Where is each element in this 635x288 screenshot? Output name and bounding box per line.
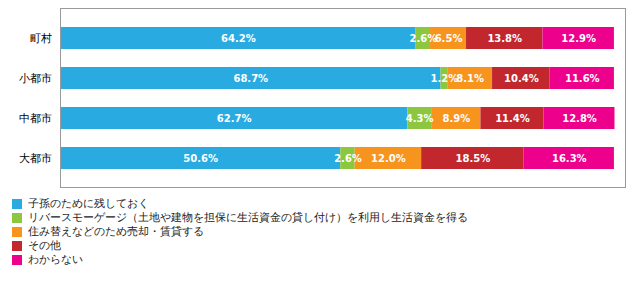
svg-text:18.5%: 18.5% [456, 153, 491, 164]
svg-text:8.1%: 8.1% [456, 73, 484, 84]
svg-text:4.3%: 4.3% [406, 113, 434, 124]
svg-text:6.5%: 6.5% [435, 33, 463, 44]
html-text:その他: その他 [28, 239, 61, 252]
html-text:わからない: わからない [28, 253, 83, 266]
svg-text:小都市: 小都市 [19, 72, 52, 85]
svg-text:10.4%: 10.4% [504, 73, 539, 84]
svg-text:町村: 町村 [30, 32, 52, 45]
html-text:リバースモーゲージ（土地や建物を担保に生活資金の貸し付け）を: リバースモーゲージ（土地や建物を担保に生活資金の貸し付け）を利用し生活資金を得る [28, 211, 468, 224]
svg-text:62.7%: 62.7% [217, 113, 252, 124]
svg-text:13.8%: 13.8% [487, 33, 522, 44]
svg-text:12.0%: 12.0% [371, 153, 406, 164]
svg-text:11.6%: 11.6% [565, 73, 600, 84]
svg-text:68.7%: 68.7% [233, 73, 268, 84]
svg-text:中都市: 中都市 [19, 112, 52, 125]
svg-text:2.6%: 2.6% [409, 33, 437, 44]
svg-text:64.2%: 64.2% [221, 33, 256, 44]
svg-text:1.2%: 1.2% [431, 73, 459, 84]
svg-text:8.9%: 8.9% [442, 113, 470, 124]
html-text:子孫のために残しておく: 子孫のために残しておく [28, 197, 149, 210]
svg-text:50.6%: 50.6% [183, 153, 218, 164]
svg-text:2.6%: 2.6% [334, 153, 362, 164]
html-text:住み替えなどのため売却・賃貸する: 住み替えなどのため売却・賃貸する [28, 225, 204, 238]
svg-text:大都市: 大都市 [19, 152, 52, 165]
svg-text:16.3%: 16.3% [552, 153, 587, 164]
svg-text:11.4%: 11.4% [495, 113, 530, 124]
svg-text:12.9%: 12.9% [561, 33, 596, 44]
svg-text:12.8%: 12.8% [562, 113, 597, 124]
